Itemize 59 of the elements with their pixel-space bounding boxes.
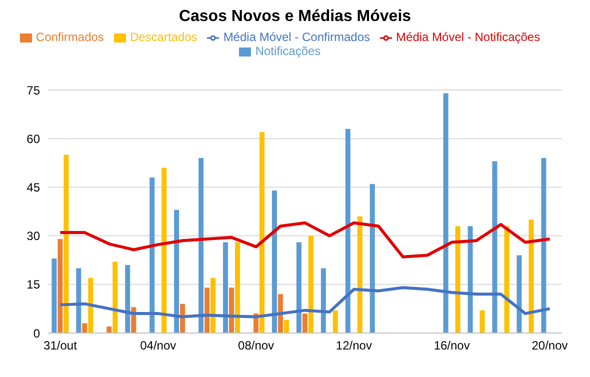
x-tick-label: 04/nov [140, 338, 176, 353]
y-tick-label: 15 [26, 278, 40, 292]
bar [284, 320, 289, 333]
bar [204, 288, 210, 333]
bar [272, 190, 277, 333]
line-series [58, 221, 552, 258]
bar [504, 226, 510, 333]
bar [320, 268, 326, 333]
bar [76, 268, 82, 333]
bar [516, 255, 522, 333]
bar [468, 226, 473, 333]
chart-title: Casos Novos e Médias Móveis [178, 8, 412, 26]
bar [198, 158, 204, 333]
bar [162, 168, 167, 333]
legend-label: Confirmados [36, 30, 104, 44]
bar [174, 210, 180, 333]
bar [308, 236, 314, 333]
bar [112, 262, 118, 333]
bar [106, 326, 112, 333]
bar [125, 264, 130, 333]
legend-label: Média Móvel - Confirmados [223, 30, 370, 44]
x-tick-label: 20/nov [532, 338, 568, 353]
line-series [58, 286, 552, 318]
legend-label: Média Móvel - Notificações [396, 30, 540, 44]
bar [52, 258, 57, 333]
bar [259, 132, 264, 333]
bar [229, 288, 234, 333]
bar [58, 239, 63, 333]
x-tick-label: 16/nov [434, 338, 470, 353]
bar [88, 278, 94, 333]
legend-label: Descartados [130, 30, 198, 44]
bar [480, 310, 485, 333]
legend-label: Notificações [255, 44, 321, 58]
bar [455, 226, 460, 333]
bar [541, 158, 546, 333]
y-tick-label: 0 [33, 326, 40, 340]
x-tick-label: 08/nov [238, 338, 274, 353]
y-tick-label: 45 [26, 180, 40, 194]
bar [223, 242, 228, 333]
bar [492, 161, 498, 333]
y-tick-label: 75 [26, 83, 40, 98]
y-tick-label: 30 [26, 229, 40, 244]
y-tick-label: 60 [26, 132, 40, 146]
bar [332, 310, 338, 333]
bar [357, 216, 362, 333]
bar [443, 93, 448, 333]
bar [278, 294, 283, 333]
bar [235, 242, 240, 333]
bar [345, 128, 350, 333]
bar [64, 154, 69, 333]
bar [150, 177, 155, 333]
bar [528, 220, 534, 333]
x-tick-label: 12/nov [336, 338, 372, 353]
bar [302, 314, 308, 333]
bar [210, 278, 216, 333]
x-tick-label: 31/out [44, 338, 78, 353]
bar [370, 184, 375, 333]
bar [296, 242, 302, 333]
bar [82, 323, 88, 333]
